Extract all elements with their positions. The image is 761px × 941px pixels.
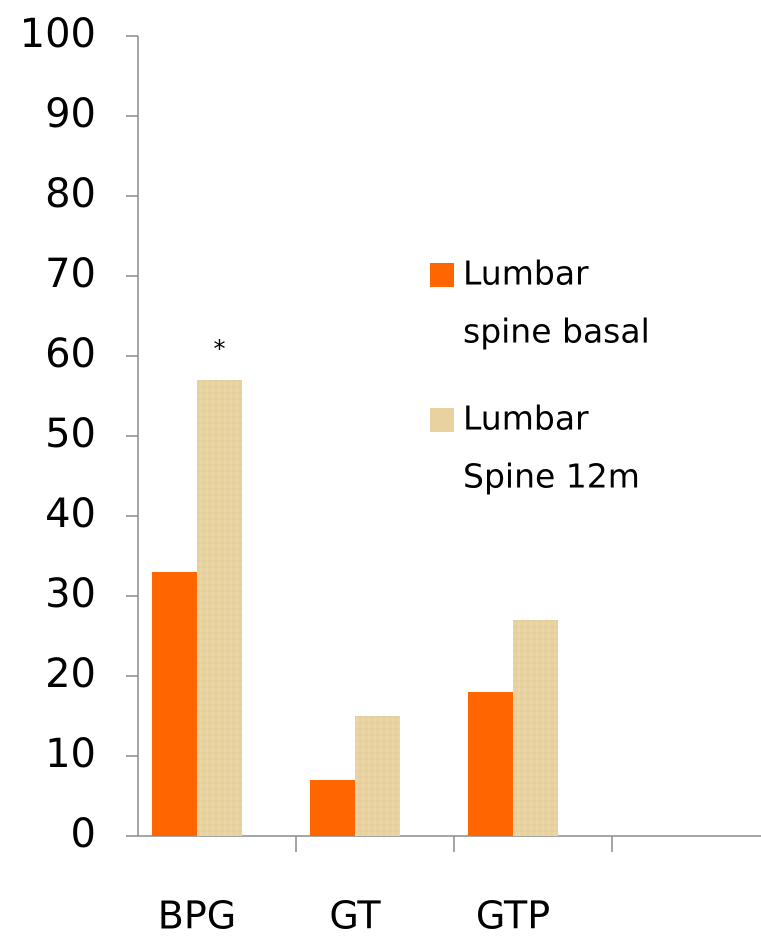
y-tick-label: 70 [45,251,96,297]
y-tick-label: 90 [45,91,96,137]
bar-texture [355,716,400,836]
y-tick-label: 60 [45,331,96,377]
y-tick-label: 30 [45,571,96,617]
bar-texture [197,380,242,836]
y-tick-label: 40 [45,491,96,537]
legend-swatch [430,408,454,432]
y-tick-label: 0 [71,811,96,857]
bar [152,572,197,836]
legend-swatch [430,263,454,287]
legend-label: spine basal [463,312,650,351]
x-tick-label: GT [329,894,381,938]
bar [468,692,513,836]
legend-label: Lumbar [463,399,589,438]
bar-texture [513,620,558,836]
annotation: * [214,335,226,363]
y-tick-label: 10 [45,731,96,777]
bar [310,780,355,836]
legend-label: Spine 12m [463,457,640,496]
y-tick-label: 20 [45,651,96,697]
x-tick-label: GTP [476,894,550,938]
x-tick-label: BPG [158,894,236,938]
y-tick-label: 100 [20,11,96,57]
y-tick-label: 50 [45,411,96,457]
y-tick-label: 80 [45,171,96,217]
legend-label: Lumbar [463,254,589,293]
